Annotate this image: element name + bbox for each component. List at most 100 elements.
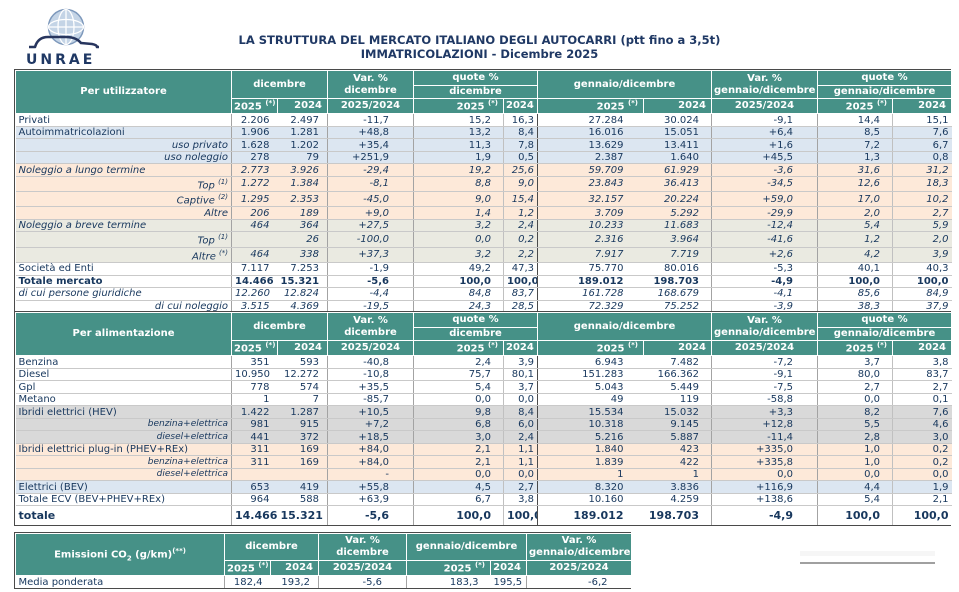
cell: 5.292 xyxy=(643,206,712,220)
cell: 100,0 xyxy=(413,274,504,289)
cell: 84,9 xyxy=(892,287,952,301)
ratio-header: 2025/2024 xyxy=(711,339,818,357)
cell: 100,0 xyxy=(817,274,893,289)
col-group-dicembre: dicembre xyxy=(231,312,328,341)
cell: 1.906 xyxy=(231,126,278,140)
cell: 1 xyxy=(231,393,278,407)
cell: 12.824 xyxy=(277,287,328,301)
cell: 351 xyxy=(231,355,278,369)
cell: +6,4 xyxy=(711,126,818,140)
cell: 8,8 xyxy=(413,176,504,193)
cell: -5,6 xyxy=(318,575,407,589)
cell: 27.284 xyxy=(537,113,644,127)
cell xyxy=(231,231,278,248)
cell: 10.233 xyxy=(537,219,644,233)
cell: 3,8 xyxy=(503,493,538,507)
cell: 2,8 xyxy=(817,430,893,444)
year-header: 2025 (*) xyxy=(817,97,893,115)
cell: 8.320 xyxy=(537,480,644,494)
cell: -4,4 xyxy=(327,287,414,301)
cell: 3,0 xyxy=(892,430,952,444)
logo-wordmark: UNRAE xyxy=(26,52,96,68)
cell: 1.272 xyxy=(231,176,278,193)
table-row: diesel+elettrica -0,0 0,0 1 1 0,0 0,0 0,0 xyxy=(15,468,952,482)
cell: 422 xyxy=(643,455,712,469)
cell: 464 xyxy=(231,219,278,233)
year-header: 2025 (*) xyxy=(537,97,644,115)
row-label: Autoimmatricolazioni xyxy=(15,126,232,140)
cell: 3.964 xyxy=(643,231,712,248)
cell: 1 xyxy=(537,468,644,482)
cell: 13.629 xyxy=(537,138,644,152)
cell: -12,4 xyxy=(711,219,818,233)
year-header: 2024 xyxy=(277,339,328,357)
row-label: Ibridi elettrici (HEV) xyxy=(15,405,232,419)
cell: 1,2 xyxy=(503,206,538,220)
cell: 80,0 xyxy=(817,368,893,382)
cell: 2,4 xyxy=(503,219,538,233)
cell: -41,6 xyxy=(711,231,818,248)
col-group-gen-dic: gennaio/dicembre xyxy=(406,533,527,561)
cell: 17,0 xyxy=(817,191,893,208)
cell: 32.157 xyxy=(537,191,644,208)
year-header: 2024 xyxy=(643,97,712,115)
cell: 0,0 xyxy=(817,468,893,482)
row-label: Benzina xyxy=(15,355,232,369)
cell: +48,8 xyxy=(327,126,414,140)
cell: 182,4 xyxy=(224,575,271,589)
cell: 13,2 xyxy=(413,126,504,140)
cell: 10.950 xyxy=(231,368,278,382)
col-subgroup-gen-dic: gennaio/dicembre xyxy=(817,327,952,341)
cell: +37,3 xyxy=(327,247,414,264)
year-header: 2025 (*) xyxy=(231,97,278,115)
cell: 0,8 xyxy=(892,151,952,165)
row-label: Media ponderata xyxy=(15,575,225,589)
header-row: 2025 (*) 2024 2025/2024 2025 (*) 2024 2025… xyxy=(16,559,632,577)
cell: 3.926 xyxy=(277,163,328,177)
cell: 6,0 xyxy=(503,418,538,432)
cell: 2.773 xyxy=(231,163,278,177)
cell: 84,8 xyxy=(413,287,504,301)
cell: 169 xyxy=(277,455,328,469)
cell xyxy=(277,468,328,482)
cell: 37,9 xyxy=(892,300,952,313)
header-row: 2025 (*) 2024 2025/2024 2025 (*) 2024 2025… xyxy=(16,339,952,357)
cell: 1.202 xyxy=(277,138,328,152)
table-row: Gpl 778 574 +35,5 5,4 3,7 5.043 5.449 -7,5 2,7 2,7 xyxy=(15,380,952,394)
cell: 2,7 xyxy=(817,380,893,394)
report-title-line1: LA STRUTTURA DEL MERCATO ITALIANO DEGLI … xyxy=(238,33,721,47)
col-group-var-gen-dic: Var. % gennaio/dicembre xyxy=(711,70,818,99)
cell: 5.216 xyxy=(537,430,644,444)
cell: +12,8 xyxy=(711,418,818,432)
row-label: Totale mercato xyxy=(15,274,232,289)
row-label: Noleggio a lungo termine xyxy=(15,163,232,177)
year-header: 2024 xyxy=(270,559,319,577)
row-label: uso noleggio xyxy=(15,151,232,165)
table-row: Società ed Enti 7.117 7.253 -1,9 49,2 47,3 75.… xyxy=(15,262,952,276)
table-row: Ibridi elettrici (HEV) 1.422 1.287 +10,5 9,8… xyxy=(15,405,952,419)
cell: 100,0 xyxy=(817,505,893,525)
cell: 3,7 xyxy=(817,355,893,369)
cell: 7.719 xyxy=(643,247,712,264)
ratio-header: 2025/2024 xyxy=(327,339,414,357)
cell: 72.329 xyxy=(537,300,644,313)
cell: 3.709 xyxy=(537,206,644,220)
cell: 2,2 xyxy=(503,247,538,264)
cell: -4,1 xyxy=(711,287,818,301)
cell xyxy=(231,468,278,482)
footnote-placeholder-line xyxy=(800,562,935,564)
year-header: 2024 xyxy=(892,97,952,115)
cell: 1,0 xyxy=(817,443,893,457)
cell: 14,4 xyxy=(817,113,893,127)
ratio-header: 2025/2024 xyxy=(327,97,414,115)
cell: 6,7 xyxy=(892,138,952,152)
cell: 0,5 xyxy=(503,151,538,165)
col-group-dicembre: dicembre xyxy=(231,70,328,99)
cell: 2,1 xyxy=(892,493,952,507)
cell: 3.836 xyxy=(643,480,712,494)
year-header: 2025 (*) xyxy=(817,339,893,357)
cell: +63,9 xyxy=(327,493,414,507)
cell: 2.316 xyxy=(537,231,644,248)
cell: 441 xyxy=(231,430,278,444)
row-label: Captive (2) xyxy=(15,191,232,208)
